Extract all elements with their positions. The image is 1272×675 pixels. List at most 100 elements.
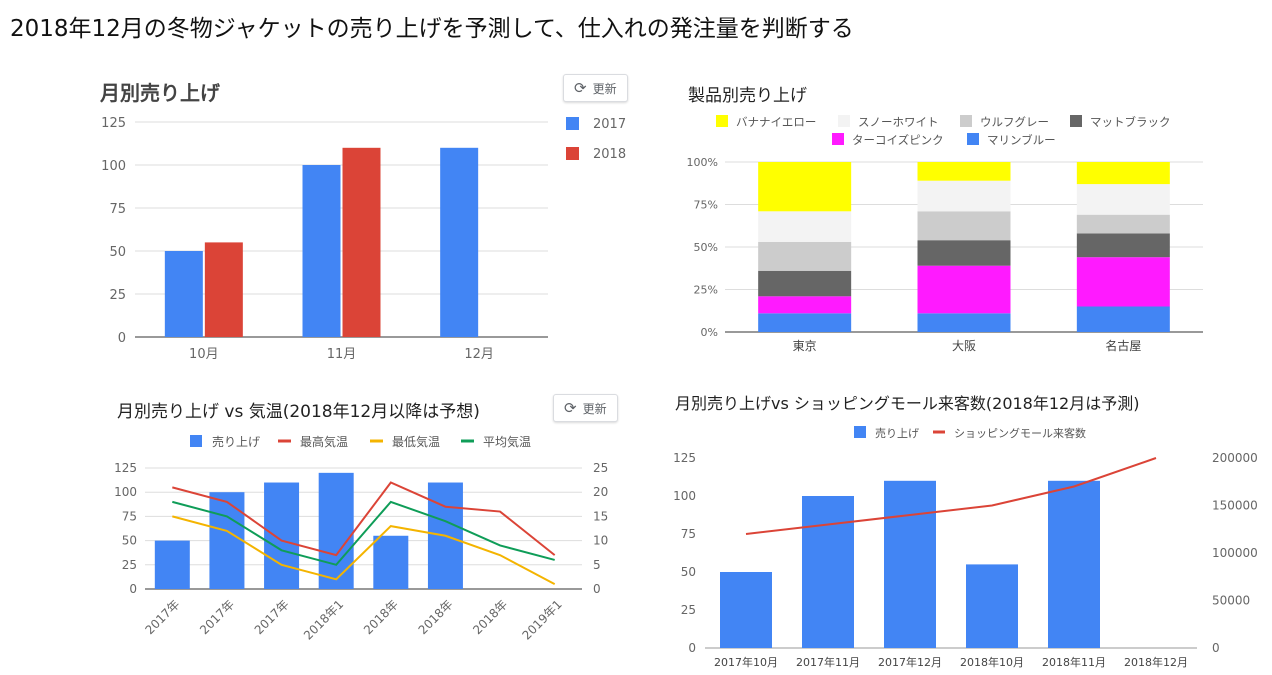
legend-swatch <box>854 426 866 438</box>
segment-マリンブルー <box>1076 306 1170 332</box>
segment-マリンブルー <box>758 313 852 332</box>
chart-title: 月別売り上げ <box>99 81 221 105</box>
bar-2018 <box>342 147 381 337</box>
x-tick-label: 2017年 <box>252 597 292 637</box>
y-tick-label: 75% <box>694 199 718 212</box>
refresh-icon: ⟳ <box>574 79 587 97</box>
y-tick-label-right: 100000 <box>1212 546 1258 560</box>
y-tick-label-left: 125 <box>673 451 696 465</box>
segment-ウルフグレー <box>1076 214 1170 234</box>
y-tick-label-left: 25 <box>122 558 137 572</box>
line-平均気温 <box>172 500 555 566</box>
x-tick-label: 2018年11月 <box>1042 655 1106 669</box>
segment-ウルフグレー <box>917 211 1011 241</box>
y-tick-label: 75 <box>109 202 126 217</box>
x-tick-label: 2018年10月 <box>960 655 1024 669</box>
x-tick-label: 2019年1 <box>519 597 564 642</box>
x-tick-label: 大阪 <box>952 339 976 353</box>
y-tick-label-left: 25 <box>681 603 696 617</box>
y-tick-label: 100 <box>101 159 126 174</box>
refresh-button-2[interactable]: ⟳ 更新 <box>553 394 618 422</box>
segment-マットブラック <box>1076 233 1170 258</box>
y-tick-label-right: 50000 <box>1212 594 1250 608</box>
legend-swatch <box>960 115 972 127</box>
x-tick-label: 2017年10月 <box>714 655 778 669</box>
x-tick-label: 2018年12月 <box>1124 655 1188 669</box>
y-tick-label-left: 100 <box>114 485 137 499</box>
bar-売り上げ <box>1048 480 1100 648</box>
x-tick-label: 2018年1 <box>301 597 346 642</box>
x-tick-label: 2017年 <box>142 597 182 637</box>
legend-label: 売り上げ <box>212 434 260 449</box>
sales-vs-visitors-chart: 月別売り上げvs ショッピングモール来客数(2018年12月は予測) 売り上げ ショ… <box>673 394 1258 669</box>
legend-label: 2017 <box>593 117 626 132</box>
segment-ウルフグレー <box>758 241 852 271</box>
legend-label: マリンブルー <box>987 133 1056 147</box>
bar-売り上げ <box>802 496 854 648</box>
y-tick-label-left: 0 <box>688 641 696 655</box>
x-tick-label: 東京 <box>793 339 817 353</box>
bar-売り上げ <box>264 482 300 589</box>
y-tick-label: 125 <box>101 116 126 131</box>
x-tick-label: 2017年11月 <box>796 655 860 669</box>
segment-スノーホワイト <box>917 180 1011 212</box>
legend-swatch <box>716 115 728 127</box>
bar-2017 <box>302 165 341 337</box>
refresh-icon: ⟳ <box>564 399 577 417</box>
x-tick-label: 2018年 <box>470 597 510 637</box>
y-tick-label-right: 25 <box>593 461 608 475</box>
y-tick-label-left: 0 <box>129 582 137 596</box>
y-tick-label-left: 50 <box>122 534 137 548</box>
segment-バナナイエロー <box>758 162 852 212</box>
legend-swatch <box>838 115 850 127</box>
bar-売り上げ <box>884 480 936 648</box>
y-tick-label-right: 20 <box>593 485 608 499</box>
legend-label: 売り上げ <box>875 427 919 440</box>
y-tick-label-right: 0 <box>1212 641 1220 655</box>
legend-swatch <box>566 117 579 130</box>
legend-swatch <box>1070 115 1082 127</box>
refresh-label: 更新 <box>582 401 607 416</box>
chart-title: 月別売り上げvs ショッピングモール来客数(2018年12月は予測) <box>675 394 1139 413</box>
refresh-button[interactable]: ⟳ 更新 <box>563 74 628 102</box>
legend-label: スノーホワイト <box>858 115 939 129</box>
segment-ターコイズピンク <box>917 265 1011 314</box>
legend-swatch <box>832 133 844 145</box>
segment-スノーホワイト <box>1076 184 1170 215</box>
y-tick-label: 50% <box>694 241 718 254</box>
chart-title: 製品別売り上げ <box>688 86 807 106</box>
bar-売り上げ <box>318 472 354 589</box>
bar-売り上げ <box>209 492 245 589</box>
y-tick-label-right: 150000 <box>1212 499 1258 513</box>
bar-2017 <box>440 147 479 337</box>
y-tick-label-left: 125 <box>114 461 137 475</box>
legend-label: 最低気温 <box>392 434 440 449</box>
line-最高気温 <box>172 481 556 557</box>
legend-label: ショッピングモール来客数 <box>954 426 1086 440</box>
segment-マリンブルー <box>917 313 1011 332</box>
y-tick-label-left: 75 <box>122 509 137 523</box>
y-tick-label: 50 <box>109 245 126 260</box>
segment-バナナイエロー <box>917 162 1011 181</box>
bar-2017 <box>164 251 203 337</box>
segment-ターコイズピンク <box>758 296 852 314</box>
chart-title: 月別売り上げ vs 気温(2018年12月以降は予想) <box>117 402 480 422</box>
legend-label: バナナイエロー <box>736 115 816 129</box>
y-tick-label-left: 75 <box>681 527 696 541</box>
refresh-label: 更新 <box>592 81 617 96</box>
legend-label: 最高気温 <box>300 434 348 449</box>
y-tick-label-right: 200000 <box>1212 451 1258 465</box>
legend-swatch <box>566 147 579 160</box>
legend-swatch <box>967 133 979 145</box>
legend-swatch <box>190 435 202 447</box>
y-tick-label-right: 0 <box>593 582 601 596</box>
legend-label: 2018 <box>593 147 626 162</box>
segment-マットブラック <box>758 270 852 297</box>
line-最低気温 <box>172 515 556 586</box>
y-tick-label-right: 5 <box>593 558 601 572</box>
y-tick-label: 25% <box>694 284 718 297</box>
page-title: 2018年12月の冬物ジャケットの売り上げを予測して、仕入れの発注量を判断する <box>10 16 854 42</box>
segment-ターコイズピンク <box>1076 257 1170 307</box>
x-tick-label: 12月 <box>464 347 494 362</box>
